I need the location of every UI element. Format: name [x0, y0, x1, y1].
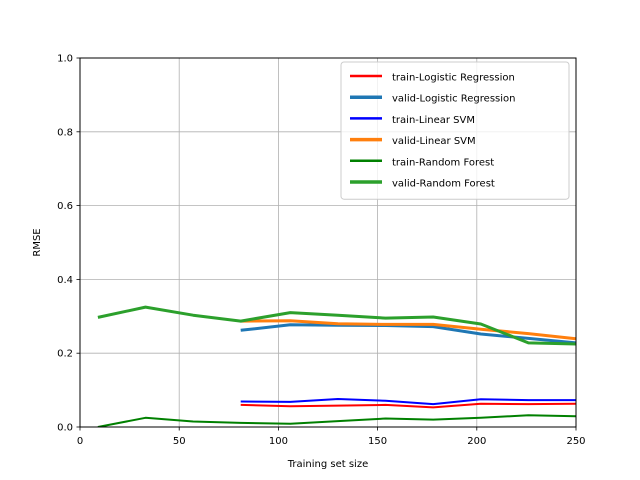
legend-label-train-random-forest: train-Random Forest — [392, 157, 494, 168]
legend-label-valid-random-forest: valid-Random Forest — [392, 179, 495, 190]
x-axis-title: Training set size — [287, 459, 369, 470]
series-lines — [97, 305, 576, 427]
x-tick-label: 0 — [77, 436, 83, 447]
series-line-valid-logistic-regression — [240, 323, 576, 345]
legend: train-Logistic Regression valid-Logistic … — [340, 61, 570, 200]
series-line-valid-random-forest — [97, 305, 576, 346]
x-tick-label: 50 — [173, 436, 186, 447]
y-tick-label: 0.8 — [57, 127, 73, 138]
y-tick-label: 0.0 — [57, 423, 73, 434]
y-tick-label: 1.0 — [57, 54, 73, 65]
y-axis-title: RMSE — [32, 228, 43, 256]
x-tick-label: 250 — [566, 436, 585, 447]
series-line-valid-linear-svm — [240, 319, 576, 341]
series-line-train-random-forest — [97, 414, 576, 427]
x-tick-label: 100 — [269, 436, 288, 447]
series-line-train-logistic-regression — [240, 402, 576, 409]
axis-ticks: 0 50 100 150 200 250 0.0 0.2 0.4 0.6 0.8 1.0 — [57, 54, 585, 448]
plot-frame — [79, 57, 577, 428]
y-tick-label: 0.2 — [57, 349, 73, 360]
legend-box — [340, 61, 570, 200]
y-tick-label: 0.6 — [57, 201, 73, 212]
series-line-train-linear-svm — [240, 398, 576, 406]
x-tick-label: 200 — [467, 436, 486, 447]
x-tick-label: 150 — [368, 436, 387, 447]
legend-label-train-linear-svm: train-Linear SVM — [392, 115, 475, 126]
legend-label-valid-linear-svm: valid-Linear SVM — [392, 136, 476, 147]
y-tick-label: 0.4 — [57, 275, 73, 286]
legend-label-train-logistic-regression: train-Logistic Regression — [392, 73, 515, 84]
legend-label-valid-logistic-regression: valid-Logistic Regression — [392, 94, 515, 105]
